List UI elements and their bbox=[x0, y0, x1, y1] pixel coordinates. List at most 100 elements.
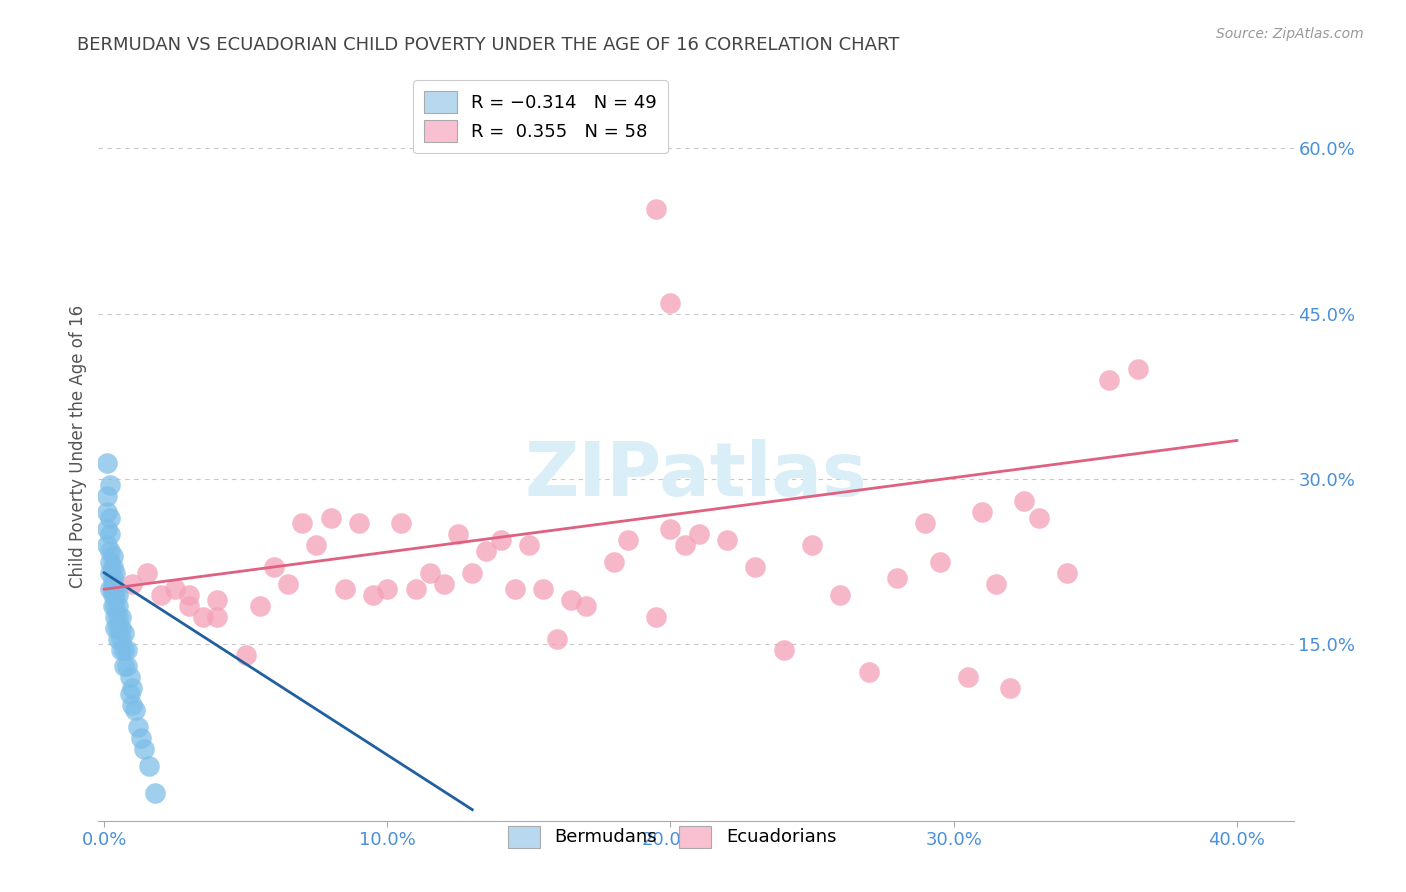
Point bbox=[96, 456, 118, 470]
Point bbox=[1014, 494, 1036, 508]
Text: Source: ZipAtlas.com: Source: ZipAtlas.com bbox=[1216, 27, 1364, 41]
Point bbox=[645, 202, 668, 216]
Point bbox=[830, 588, 852, 602]
Point bbox=[447, 527, 470, 541]
Point bbox=[744, 560, 766, 574]
Legend: Bermudans, Ecuadorians: Bermudans, Ecuadorians bbox=[499, 816, 845, 856]
Point bbox=[886, 571, 908, 585]
Point bbox=[489, 533, 512, 547]
Point bbox=[110, 621, 132, 635]
Point bbox=[132, 742, 155, 756]
Point bbox=[143, 786, 166, 800]
Point bbox=[801, 538, 824, 552]
Text: BERMUDAN VS ECUADORIAN CHILD POVERTY UNDER THE AGE OF 16 CORRELATION CHART: BERMUDAN VS ECUADORIAN CHILD POVERTY UND… bbox=[77, 36, 900, 54]
Point bbox=[858, 665, 880, 679]
Point bbox=[1056, 566, 1078, 580]
Point bbox=[235, 648, 257, 663]
Point bbox=[98, 477, 121, 491]
Point bbox=[263, 560, 285, 574]
Point bbox=[277, 576, 299, 591]
Point bbox=[475, 543, 498, 558]
Point bbox=[149, 588, 172, 602]
Point bbox=[914, 516, 936, 530]
Point bbox=[98, 566, 121, 580]
Point bbox=[603, 555, 626, 569]
Point bbox=[118, 687, 141, 701]
Point bbox=[101, 582, 124, 597]
Point bbox=[96, 522, 118, 536]
Point bbox=[101, 571, 124, 585]
Point bbox=[101, 560, 124, 574]
Point bbox=[1126, 362, 1149, 376]
Point bbox=[659, 522, 682, 536]
Point bbox=[970, 505, 993, 519]
Point bbox=[101, 549, 124, 564]
Y-axis label: Child Poverty Under the Age of 16: Child Poverty Under the Age of 16 bbox=[69, 304, 87, 588]
Point bbox=[659, 295, 682, 310]
Point bbox=[928, 555, 950, 569]
Point bbox=[98, 582, 121, 597]
Point bbox=[107, 609, 129, 624]
Point bbox=[96, 489, 118, 503]
Point bbox=[433, 576, 456, 591]
Point bbox=[1000, 681, 1022, 696]
Point bbox=[305, 538, 328, 552]
Point bbox=[107, 632, 129, 646]
Point bbox=[1098, 373, 1121, 387]
Point bbox=[104, 621, 127, 635]
Point bbox=[574, 599, 596, 613]
Point bbox=[104, 566, 127, 580]
Point bbox=[716, 533, 738, 547]
Point bbox=[461, 566, 484, 580]
Point bbox=[688, 527, 710, 541]
Point bbox=[207, 609, 229, 624]
Point bbox=[115, 659, 138, 673]
Point bbox=[104, 582, 127, 597]
Point bbox=[98, 510, 121, 524]
Point bbox=[391, 516, 413, 530]
Point bbox=[517, 538, 540, 552]
Point bbox=[986, 576, 1008, 591]
Point bbox=[177, 588, 200, 602]
Point bbox=[531, 582, 554, 597]
Point bbox=[645, 609, 668, 624]
Point bbox=[115, 643, 138, 657]
Point bbox=[118, 670, 141, 684]
Point bbox=[163, 582, 186, 597]
Point bbox=[121, 681, 143, 696]
Point bbox=[96, 505, 118, 519]
Point bbox=[127, 720, 149, 734]
Point bbox=[104, 609, 127, 624]
Point bbox=[110, 643, 132, 657]
Point bbox=[193, 609, 215, 624]
Point bbox=[138, 758, 160, 772]
Point bbox=[101, 599, 124, 613]
Point bbox=[129, 731, 152, 745]
Point bbox=[101, 576, 124, 591]
Point bbox=[673, 538, 696, 552]
Point bbox=[375, 582, 398, 597]
Point bbox=[98, 527, 121, 541]
Point bbox=[319, 510, 342, 524]
Point bbox=[560, 593, 582, 607]
Point bbox=[98, 543, 121, 558]
Point bbox=[121, 576, 143, 591]
Point bbox=[207, 593, 229, 607]
Point bbox=[96, 538, 118, 552]
Point bbox=[112, 626, 135, 640]
Point bbox=[107, 621, 129, 635]
Point bbox=[110, 632, 132, 646]
Point bbox=[121, 698, 143, 712]
Point bbox=[546, 632, 568, 646]
Point bbox=[405, 582, 427, 597]
Point bbox=[347, 516, 370, 530]
Point bbox=[124, 703, 146, 717]
Point bbox=[333, 582, 356, 597]
Point bbox=[617, 533, 640, 547]
Point bbox=[419, 566, 441, 580]
Point bbox=[110, 609, 132, 624]
Point bbox=[112, 643, 135, 657]
Point bbox=[135, 566, 157, 580]
Point bbox=[503, 582, 526, 597]
Point bbox=[772, 643, 794, 657]
